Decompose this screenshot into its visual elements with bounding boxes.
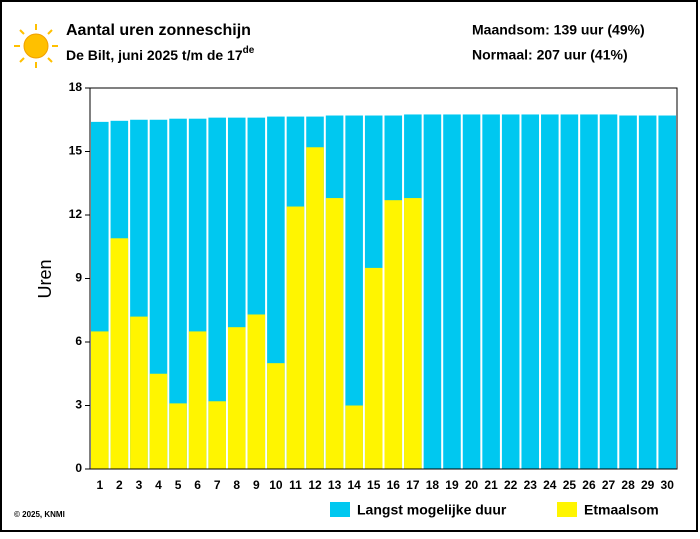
x-tick-label: 6 bbox=[194, 478, 201, 492]
subtitle-superscript: de bbox=[243, 45, 255, 56]
bar bbox=[169, 403, 187, 469]
bar bbox=[521, 114, 540, 469]
bar bbox=[345, 115, 363, 470]
bar bbox=[325, 198, 344, 470]
bar bbox=[188, 331, 207, 469]
legend-label: Langst mogelijke duur bbox=[357, 502, 507, 518]
bar bbox=[541, 114, 559, 469]
subtitle-text: De Bilt, juni 2025 t/m de 17 bbox=[66, 47, 243, 63]
x-tick-label: 22 bbox=[504, 478, 518, 492]
legend-swatch bbox=[330, 502, 350, 517]
x-tick-label: 17 bbox=[406, 478, 420, 492]
x-tick-label: 10 bbox=[269, 478, 283, 492]
bar bbox=[560, 114, 579, 469]
x-tick-label: 1 bbox=[96, 478, 103, 492]
bar bbox=[384, 200, 403, 469]
x-tick-label: 14 bbox=[347, 478, 361, 492]
legend-label: Etmaalsom bbox=[584, 502, 659, 518]
bar bbox=[169, 118, 187, 470]
credit: © 2025, KNMI bbox=[14, 510, 65, 519]
bar bbox=[286, 206, 305, 470]
x-tick-label: 29 bbox=[641, 478, 655, 492]
y-tick-label: 15 bbox=[69, 144, 83, 158]
x-tick-label: 5 bbox=[175, 478, 182, 492]
x-tick-label: 13 bbox=[328, 478, 342, 492]
legend-swatch bbox=[557, 502, 577, 517]
chart-subtitle: De Bilt, juni 2025 t/m de 17de bbox=[66, 45, 255, 63]
y-tick-label: 12 bbox=[69, 207, 83, 221]
x-tick-label: 11 bbox=[289, 478, 302, 492]
x-tick-label: 28 bbox=[621, 478, 635, 492]
bar bbox=[658, 115, 676, 470]
bar bbox=[227, 327, 246, 469]
bar bbox=[110, 238, 129, 469]
y-tick-label: 18 bbox=[69, 80, 83, 94]
bar bbox=[580, 114, 598, 469]
bar bbox=[619, 115, 637, 470]
x-tick-label: 26 bbox=[582, 478, 596, 492]
bar bbox=[364, 267, 383, 469]
y-tick-label: 0 bbox=[75, 461, 82, 475]
bar bbox=[423, 114, 442, 469]
x-tick-label: 20 bbox=[465, 478, 479, 492]
annotation: Normaal: 207 uur (41%) bbox=[472, 47, 628, 63]
x-tick-label: 27 bbox=[602, 478, 616, 492]
sun-icon bbox=[14, 24, 58, 68]
x-tick-label: 8 bbox=[233, 478, 240, 492]
y-tick-label: 9 bbox=[75, 271, 82, 285]
chart-title: Aantal uren zonneschijn bbox=[66, 22, 251, 39]
bar bbox=[404, 198, 422, 470]
bar bbox=[208, 117, 226, 469]
y-axis-label: Uren bbox=[35, 259, 55, 298]
bar bbox=[247, 314, 266, 469]
bar bbox=[267, 363, 285, 469]
bar bbox=[149, 373, 168, 469]
x-tick-label: 15 bbox=[367, 478, 381, 492]
bar bbox=[208, 401, 226, 469]
x-tick-label: 24 bbox=[543, 478, 557, 492]
x-tick-label: 12 bbox=[308, 478, 322, 492]
x-tick-label: 21 bbox=[484, 478, 498, 492]
bar bbox=[462, 114, 481, 469]
x-tick-label: 25 bbox=[563, 478, 577, 492]
bar bbox=[130, 316, 148, 469]
bar bbox=[306, 147, 324, 469]
y-tick-label: 6 bbox=[75, 334, 82, 348]
bar bbox=[599, 114, 618, 469]
x-tick-label: 30 bbox=[661, 478, 675, 492]
bar bbox=[345, 405, 363, 469]
x-tick-label: 9 bbox=[253, 478, 260, 492]
y-tick-label: 3 bbox=[75, 398, 82, 412]
bar bbox=[482, 114, 500, 469]
annotation: Maandsom: 139 uur (49%) bbox=[472, 22, 645, 38]
bar bbox=[443, 114, 461, 469]
x-tick-label: 18 bbox=[426, 478, 440, 492]
x-tick-label: 16 bbox=[387, 478, 401, 492]
bar bbox=[638, 115, 657, 470]
x-tick-label: 7 bbox=[214, 478, 221, 492]
x-tick-label: 23 bbox=[524, 478, 538, 492]
bar bbox=[501, 114, 520, 469]
x-tick-label: 19 bbox=[445, 478, 459, 492]
bar bbox=[91, 331, 109, 469]
x-tick-label: 4 bbox=[155, 478, 162, 492]
x-tick-label: 2 bbox=[116, 478, 123, 492]
x-tick-label: 3 bbox=[136, 478, 143, 492]
